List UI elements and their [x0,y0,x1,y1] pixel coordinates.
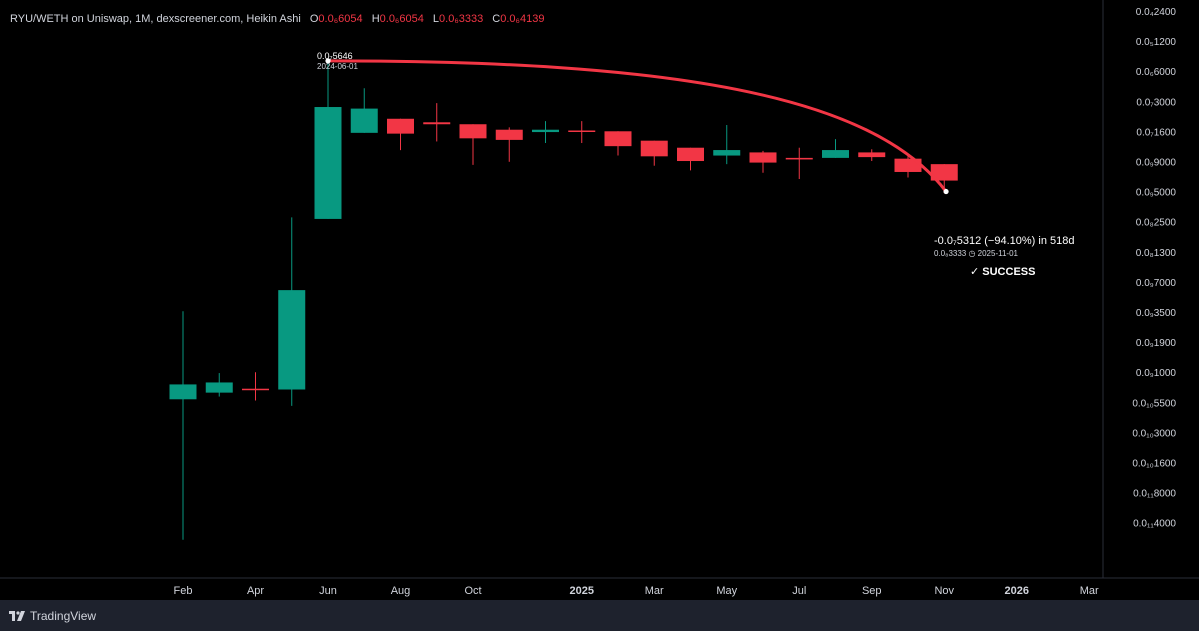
x-axis: Feb Apr Jun Aug Oct 2025 Mar May Jul Sep Nov 2026 Ma… [0,577,1199,597]
close-value: 0.0₆4139 [500,13,545,25]
candle-body [822,150,849,158]
candle-body [930,164,958,181]
y-tick-label: 0.0₉3500 [1136,308,1177,319]
price-range-curve [327,59,948,193]
peak-date-label: 2024-06-01 [317,62,358,71]
y-tick-label: 0.0₄2400 [1136,7,1177,18]
candle-body [568,130,596,133]
tradingview-logo[interactable]: TradingView [9,609,96,623]
price-change-label: -0.0₇5312 (−94.10%) in 518d [934,235,1075,247]
range-start-dot [325,58,331,64]
candle-body [495,129,523,140]
x-tick-label: May [716,585,737,597]
candle-body [242,388,269,391]
tradingview-brand: TradingView [30,609,97,623]
annotation-layer [325,58,949,195]
x-tick-label: Feb [174,585,193,597]
tradingview-icon [9,611,25,621]
low-label: L [432,13,440,25]
footer-bar: TradingView [0,600,1199,631]
y-axis: 0.0₄2400 0.0₅1200 0.0₆6000 0.0₇3000 0.0₇1600… [1102,0,1177,578]
status-label: ✓ SUCCESS [970,266,1036,278]
y-tick-label: 0.0₁₁4000 [1133,519,1176,530]
y-tick-label: 0.0₉9000 [1136,158,1177,169]
open-value: 0.0₆6054 [318,13,363,25]
x-tick-label: 2025 [570,585,594,597]
y-tick-label: 0.0₇1600 [1136,127,1176,138]
y-tick-label: 0.0₉5000 [1136,188,1177,199]
y-tick-label: 0.0₆6000 [1136,67,1177,78]
open-label: O [309,13,319,25]
candle-body [459,124,487,139]
candle-body [314,107,342,219]
candle-body [532,129,559,133]
candle-body [785,157,813,160]
peak-price-label: 0.0₇5646 [317,51,353,61]
candle-body [169,384,197,400]
target-price-label: 0.0₈3333 ◷ 2025-11-01 [934,249,1018,258]
y-tick-label: 0.0₉1000 [1136,368,1177,379]
close-label: C [492,13,501,25]
y-tick-label: 0.0₁₁8000 [1133,489,1176,500]
high-label: H [371,13,380,25]
candle-body [205,382,233,393]
y-tick-label: 0.0₈1300 [1136,248,1177,259]
y-tick-label: 0.0₇3000 [1136,97,1176,108]
x-tick-label: Apr [247,585,264,597]
candle-body [894,158,922,172]
y-tick-label: 0.0₁₀3000 [1132,428,1176,439]
y-tick-label: 0.0₁₀1600 [1132,459,1176,470]
x-tick-label: Mar [645,585,664,597]
high-value: 0.0₆6054 [379,13,424,25]
price-chart[interactable]: 0.0₄2400 0.0₅1200 0.0₆6000 0.0₇3000 0.0₇1600… [0,0,1199,600]
y-tick-label: 0.0₁₀5500 [1132,398,1176,409]
x-tick-label: Jul [792,585,806,597]
range-end-dot [943,188,949,195]
y-tick-label: 0.0₉7000 [1136,278,1177,289]
chart-panel[interactable]: 0.0₄2400 0.0₅1200 0.0₆6000 0.0₇3000 0.0₇1600… [0,0,1199,600]
y-tick-label: 0.0₉1900 [1136,338,1177,349]
x-tick-label: Aug [391,585,411,597]
candle-body [858,152,886,158]
x-tick-label: Nov [934,585,954,597]
candle-body [713,150,741,156]
x-tick-label: Mar [1080,585,1099,597]
y-tick-label: 0.0₈2500 [1136,218,1177,229]
x-tick-label: Sep [862,585,882,597]
candle-body [350,108,378,133]
y-tick-label: 0.0₅1200 [1136,37,1177,48]
candle-body [749,152,777,163]
candle-body [278,290,306,390]
candle-body [387,118,414,134]
x-tick-label: Oct [464,585,481,597]
symbol-legend[interactable]: RYU/WETH on Uniswap, 1M, dexscreener.com… [10,13,544,25]
body-layer [169,107,958,400]
candle-body [423,122,451,125]
x-tick-label: Jun [319,585,337,597]
candle-body [640,140,668,157]
candle-body [677,147,704,162]
symbol-title[interactable]: RYU/WETH on Uniswap, 1M, dexscreener.com… [10,13,301,25]
x-tick-label: 2026 [1005,585,1029,597]
candle-body [604,131,632,147]
low-value: 0.0₆3333 [439,13,484,25]
